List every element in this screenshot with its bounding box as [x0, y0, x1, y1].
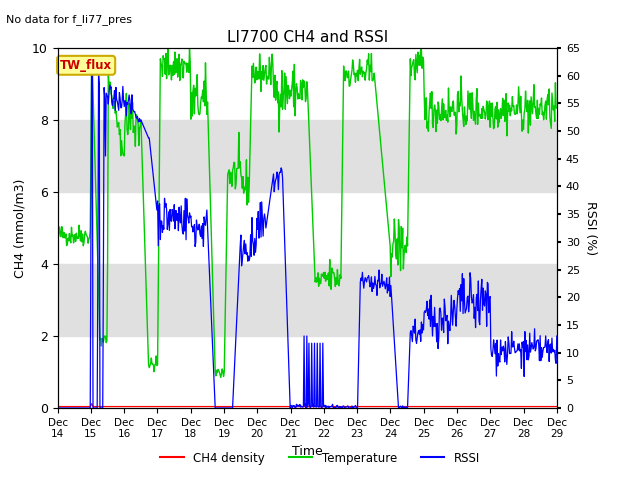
Legend: CH4 density, Temperature, RSSI: CH4 density, Temperature, RSSI	[156, 447, 484, 469]
X-axis label: Time: Time	[292, 445, 323, 458]
Bar	[58, 264, 557, 336]
Y-axis label: RSSI (%): RSSI (%)	[584, 201, 596, 255]
Text: TW_flux: TW_flux	[60, 59, 112, 72]
Text: No data for f_li77_pres: No data for f_li77_pres	[6, 14, 132, 25]
Y-axis label: CH4 (mmol/m3): CH4 (mmol/m3)	[13, 178, 26, 278]
Bar	[58, 120, 557, 192]
Title: LI7700 CH4 and RSSI: LI7700 CH4 and RSSI	[227, 30, 388, 46]
